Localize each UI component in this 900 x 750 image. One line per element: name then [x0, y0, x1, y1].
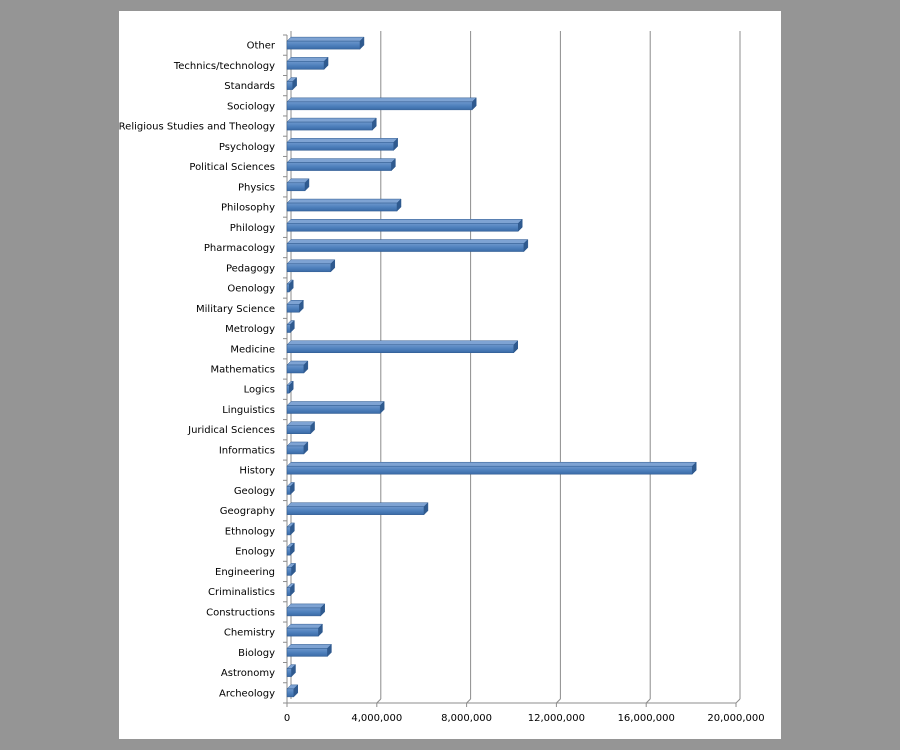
category-label: Astronomy [221, 668, 275, 679]
bar [286, 684, 299, 698]
x-tick-label: 0 [284, 713, 290, 724]
category-label: Biology [238, 648, 275, 659]
category-label: Geography [220, 506, 275, 517]
x-tick-label: 12,000,000 [528, 713, 585, 724]
category-label: Religious Studies and Theology [119, 122, 275, 133]
gridline-floor [735, 698, 741, 704]
category-label: Pharmacology [204, 243, 275, 254]
bar [286, 36, 365, 50]
category-label: Ethnology [225, 526, 275, 537]
bar [286, 421, 316, 435]
bar [286, 178, 310, 192]
bar [286, 502, 429, 516]
category-label: Psychology [219, 142, 275, 153]
bar [286, 664, 297, 678]
gridline-floor [376, 698, 382, 704]
bar [286, 623, 324, 637]
tick-labels: 0 4,000,000 8,000,000 12,000,000 16,000,000 2… [284, 713, 765, 724]
bar [286, 340, 519, 354]
x-tick-label: 4,000,000 [351, 713, 402, 724]
bar [286, 137, 399, 151]
bar [286, 542, 295, 556]
category-label: Other [247, 41, 276, 52]
bar [286, 603, 326, 617]
x-tick-label: 16,000,000 [618, 713, 675, 724]
category-label: Mathematics [211, 365, 275, 376]
bar [286, 481, 295, 496]
bar [286, 299, 304, 313]
bar [286, 461, 697, 475]
x-tick-label: 8,000,000 [441, 713, 492, 724]
bars [286, 36, 697, 698]
chart-panel: Other Technics/technology Standards Sociolo… [119, 11, 781, 739]
bar [286, 157, 396, 172]
category-label: Logics [244, 385, 275, 396]
bar [286, 218, 523, 232]
category-label: Philology [230, 223, 275, 234]
category-label: Philosophy [221, 203, 275, 214]
gridline-floor [556, 698, 561, 704]
category-label: Constructions [206, 607, 275, 618]
gridlines [376, 31, 741, 704]
bar [286, 562, 297, 577]
bar [286, 400, 385, 415]
bar [286, 522, 295, 536]
category-label: Pedagogy [226, 263, 275, 274]
bar [286, 643, 333, 657]
category-label: Geology [234, 486, 275, 497]
category-label: Engineering [215, 567, 275, 578]
bar [286, 117, 377, 131]
category-label: Political Sciences [189, 162, 275, 173]
category-label: History [239, 466, 275, 477]
category-label: Informatics [219, 445, 275, 456]
category-labels: Other Technics/technology Standards Sociolo… [119, 41, 276, 700]
bar [286, 319, 295, 334]
gridline-floor [645, 698, 651, 704]
category-label: Criminalistics [208, 587, 275, 598]
bar [286, 97, 477, 111]
bar [286, 583, 295, 597]
bar [286, 279, 294, 293]
gridline-floor [466, 698, 471, 704]
x-tick-label: 20,000,000 [707, 713, 764, 724]
category-label: Metrology [225, 324, 275, 335]
bar [286, 441, 309, 455]
category-label: Military Science [196, 304, 275, 315]
category-label: Standards [224, 81, 275, 92]
bar [286, 238, 529, 253]
bar [286, 380, 294, 394]
bar [286, 360, 309, 374]
category-label: Enology [235, 547, 275, 558]
category-label: Physics [238, 182, 275, 193]
axes [283, 31, 737, 707]
category-label: Chemistry [224, 628, 275, 639]
category-label: Sociology [227, 101, 275, 112]
bar-chart: Other Technics/technology Standards Sociolo… [119, 31, 765, 724]
bar [286, 56, 329, 70]
category-label: Technics/technology [173, 61, 275, 72]
bar [286, 198, 402, 212]
category-label: Juridical Sciences [187, 425, 275, 436]
category-label: Medicine [230, 344, 275, 355]
category-label: Archeology [219, 688, 275, 699]
bar [286, 259, 336, 273]
bar [286, 77, 298, 91]
category-label: Linguistics [222, 405, 275, 416]
category-label: Oenology [227, 284, 275, 295]
